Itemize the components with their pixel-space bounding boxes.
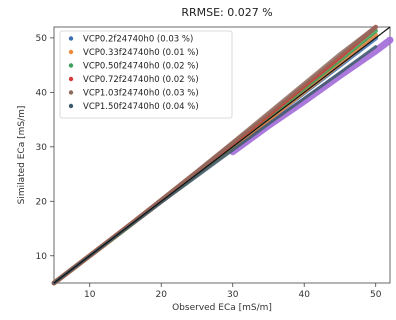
legend-box (59, 30, 233, 119)
legend-marker-5 (68, 90, 74, 95)
y-tick-label: 50 (36, 34, 48, 44)
y-axis-label: Similated ECa [mS/m] (17, 106, 27, 205)
y-tick-label: 10 (36, 252, 48, 262)
y-tick-label: 40 (36, 88, 48, 98)
legend: VCP0.2f24740h0 (0.03 %) VCP0.33f24740h0 (… (59, 30, 233, 119)
one-to-one-line (53, 26, 391, 284)
legend-marker-6 (68, 103, 74, 109)
legend-marker-4 (68, 76, 74, 82)
x-tick-label: 50 (370, 290, 382, 300)
legend-marker-3 (68, 63, 74, 68)
y-tick-label: 20 (36, 197, 48, 207)
y-tick-label: 30 (36, 143, 48, 153)
legend-label-1: VCP0.2f24740h0 (0.03 %) (83, 35, 193, 45)
legend-label-2: VCP0.33f24740h0 (0.01 %) (83, 48, 199, 58)
x-tick-label: 30 (227, 290, 239, 300)
chart-axes: 10 20 30 40 50 10 20 30 40 50 (36, 34, 382, 300)
chart-title: RRMSE: 0.027 % (181, 6, 272, 19)
x-tick-label: 10 (84, 290, 96, 300)
legend-label-4: VCP0.72f24740h0 (0.02 %) (83, 75, 199, 85)
chart-marks (51, 24, 394, 286)
x-tick-label: 20 (156, 290, 168, 300)
x-axis-label: Observed ECa [mS/m] (172, 303, 272, 313)
x-tick-label: 40 (298, 290, 310, 300)
legend-label-5: VCP1.03f24740h0 (0.03 %) (83, 89, 199, 99)
legend-marker-2 (68, 49, 74, 55)
legend-marker-1 (68, 36, 74, 41)
legend-label-3: VCP0.50f24740h0 (0.02 %) (83, 62, 199, 72)
legend-label-6: VCP1.50f24740h0 (0.04 %) (83, 102, 199, 112)
